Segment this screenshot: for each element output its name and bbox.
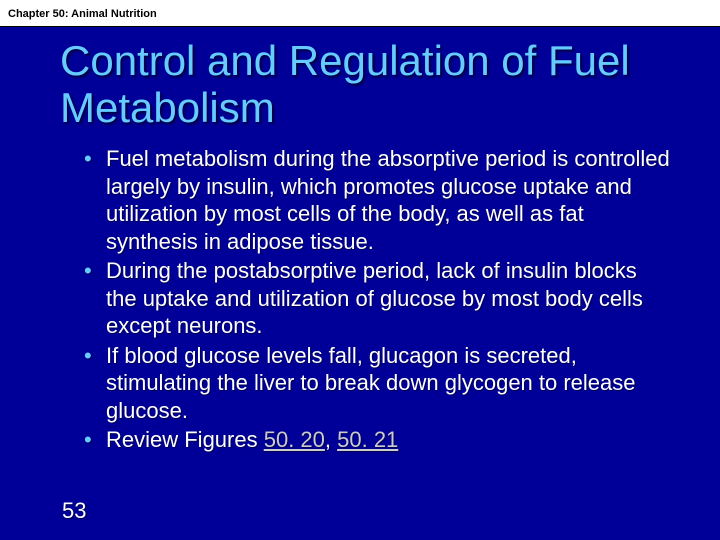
slide-number: 53 bbox=[62, 498, 86, 524]
figure-link[interactable]: 50. 21 bbox=[337, 427, 398, 452]
list-item: During the postabsorptive period, lack o… bbox=[84, 257, 670, 340]
review-prefix: Review Figures bbox=[106, 427, 264, 452]
slide: Chapter 50: Animal Nutrition Control and… bbox=[0, 0, 720, 540]
list-item: If blood glucose levels fall, glucagon i… bbox=[84, 342, 670, 425]
slide-title: Control and Regulation of Fuel Metabolis… bbox=[60, 37, 670, 131]
slide-content: Control and Regulation of Fuel Metabolis… bbox=[0, 27, 720, 454]
header-bar: Chapter 50: Animal Nutrition bbox=[0, 0, 720, 27]
bullet-list: Fuel metabolism during the absorptive pe… bbox=[60, 145, 670, 454]
figure-link[interactable]: 50. 20 bbox=[264, 427, 325, 452]
list-item: Fuel metabolism during the absorptive pe… bbox=[84, 145, 670, 255]
review-separator: , bbox=[325, 427, 337, 452]
chapter-label: Chapter 50: Animal Nutrition bbox=[8, 8, 157, 20]
list-item: Review Figures 50. 20, 50. 21 bbox=[84, 426, 670, 454]
